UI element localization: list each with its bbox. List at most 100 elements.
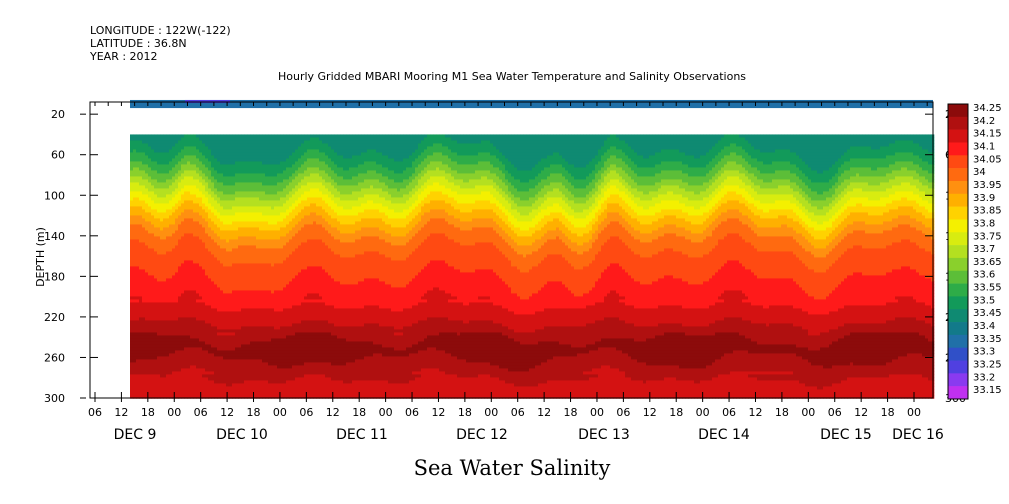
heatmap-cell — [271, 323, 274, 326]
heatmap-cell — [262, 284, 265, 287]
heatmap-cell — [169, 203, 172, 206]
heatmap-cell — [166, 146, 169, 149]
heatmap-cell — [217, 197, 220, 200]
heatmap-cell — [169, 161, 172, 164]
heatmap-cell — [238, 218, 241, 221]
heatmap-cell — [232, 359, 235, 362]
heatmap-cell — [145, 158, 148, 161]
heatmap-cell — [214, 359, 217, 362]
heatmap-cell — [166, 134, 169, 137]
heatmap-cell — [166, 293, 169, 296]
heatmap-cell — [226, 338, 229, 341]
heatmap-cell — [139, 176, 142, 179]
heatmap-cell — [145, 137, 148, 140]
heatmap-cell — [256, 236, 259, 239]
heatmap-cell — [262, 272, 265, 275]
heatmap-cell — [163, 188, 166, 191]
heatmap-cell — [160, 227, 163, 230]
heatmap-cell — [241, 356, 244, 359]
heatmap-cell — [223, 182, 226, 185]
heatmap-cell — [274, 260, 277, 263]
heatmap-cell — [244, 368, 247, 371]
heatmap-cell — [184, 167, 187, 170]
heatmap-cell — [274, 380, 277, 383]
heatmap-cell — [205, 341, 208, 344]
heatmap-cell — [271, 308, 274, 311]
heatmap-cell — [265, 302, 268, 305]
heatmap-cell — [229, 365, 232, 368]
heatmap-cell — [235, 152, 238, 155]
heatmap-cell — [166, 260, 169, 263]
heatmap-cell — [241, 368, 244, 371]
heatmap-cell — [154, 188, 157, 191]
heatmap-cell — [220, 143, 223, 146]
heatmap-cell — [214, 149, 217, 152]
heatmap-cell — [247, 143, 250, 146]
heatmap-cell — [241, 173, 244, 176]
heatmap-cell — [193, 170, 196, 173]
heatmap-cell — [193, 341, 196, 344]
heatmap-cell — [139, 206, 142, 209]
heatmap-cell — [160, 383, 163, 386]
heatmap-cell — [199, 176, 202, 179]
heatmap-cell — [133, 374, 136, 377]
heatmap-cell — [208, 167, 211, 170]
heatmap-cell — [136, 374, 139, 377]
heatmap-cell — [181, 185, 184, 188]
heatmap-cell — [256, 188, 259, 191]
heatmap-cell — [238, 263, 241, 266]
heatmap-cell — [181, 248, 184, 251]
heatmap-cell — [262, 359, 265, 362]
heatmap-cell — [154, 143, 157, 146]
heatmap-cell — [187, 311, 190, 314]
heatmap-cell — [277, 191, 280, 194]
heatmap-cell — [136, 383, 139, 386]
heatmap-cell — [274, 350, 277, 353]
heatmap-cell — [157, 302, 160, 305]
heatmap-cell — [271, 227, 274, 230]
heatmap-cell — [211, 284, 214, 287]
heatmap-cell — [235, 146, 238, 149]
heatmap-cell — [247, 389, 250, 392]
heatmap-cell — [217, 317, 220, 320]
heatmap-cell — [136, 170, 139, 173]
heatmap-cell — [271, 377, 274, 380]
heatmap-cell — [196, 272, 199, 275]
heatmap-cell — [196, 227, 199, 230]
heatmap-cell — [142, 155, 145, 158]
heatmap-cell — [223, 275, 226, 278]
heatmap-cell — [223, 344, 226, 347]
heatmap-cell — [166, 311, 169, 314]
heatmap-cell — [220, 149, 223, 152]
heatmap-cell — [202, 263, 205, 266]
heatmap-cell — [184, 173, 187, 176]
heatmap-cell — [220, 158, 223, 161]
heatmap-cell — [208, 317, 211, 320]
heatmap-cell — [160, 317, 163, 320]
heatmap-cell — [205, 203, 208, 206]
heatmap-cell — [265, 353, 268, 356]
heatmap-cell — [241, 326, 244, 329]
heatmap-cell — [274, 161, 277, 164]
heatmap-cell — [244, 263, 247, 266]
heatmap-cell — [163, 155, 166, 158]
heatmap-cell — [262, 230, 265, 233]
heatmap-cell — [160, 338, 163, 341]
heatmap-cell — [133, 140, 136, 143]
heatmap-cell — [244, 374, 247, 377]
heatmap-cell — [196, 254, 199, 257]
heatmap-cell — [223, 209, 226, 212]
heatmap-cell — [184, 341, 187, 344]
heatmap-cell — [220, 329, 223, 332]
heatmap-cell — [208, 290, 211, 293]
heatmap-cell — [133, 245, 136, 248]
heatmap-cell — [211, 185, 214, 188]
heatmap-cell — [196, 341, 199, 344]
heatmap-cell — [229, 368, 232, 371]
heatmap-cell — [136, 320, 139, 323]
heatmap-cell — [217, 212, 220, 215]
heatmap-cell — [202, 338, 205, 341]
heatmap-cell — [226, 191, 229, 194]
heatmap-cell — [250, 392, 253, 395]
heatmap-cell — [169, 134, 172, 137]
